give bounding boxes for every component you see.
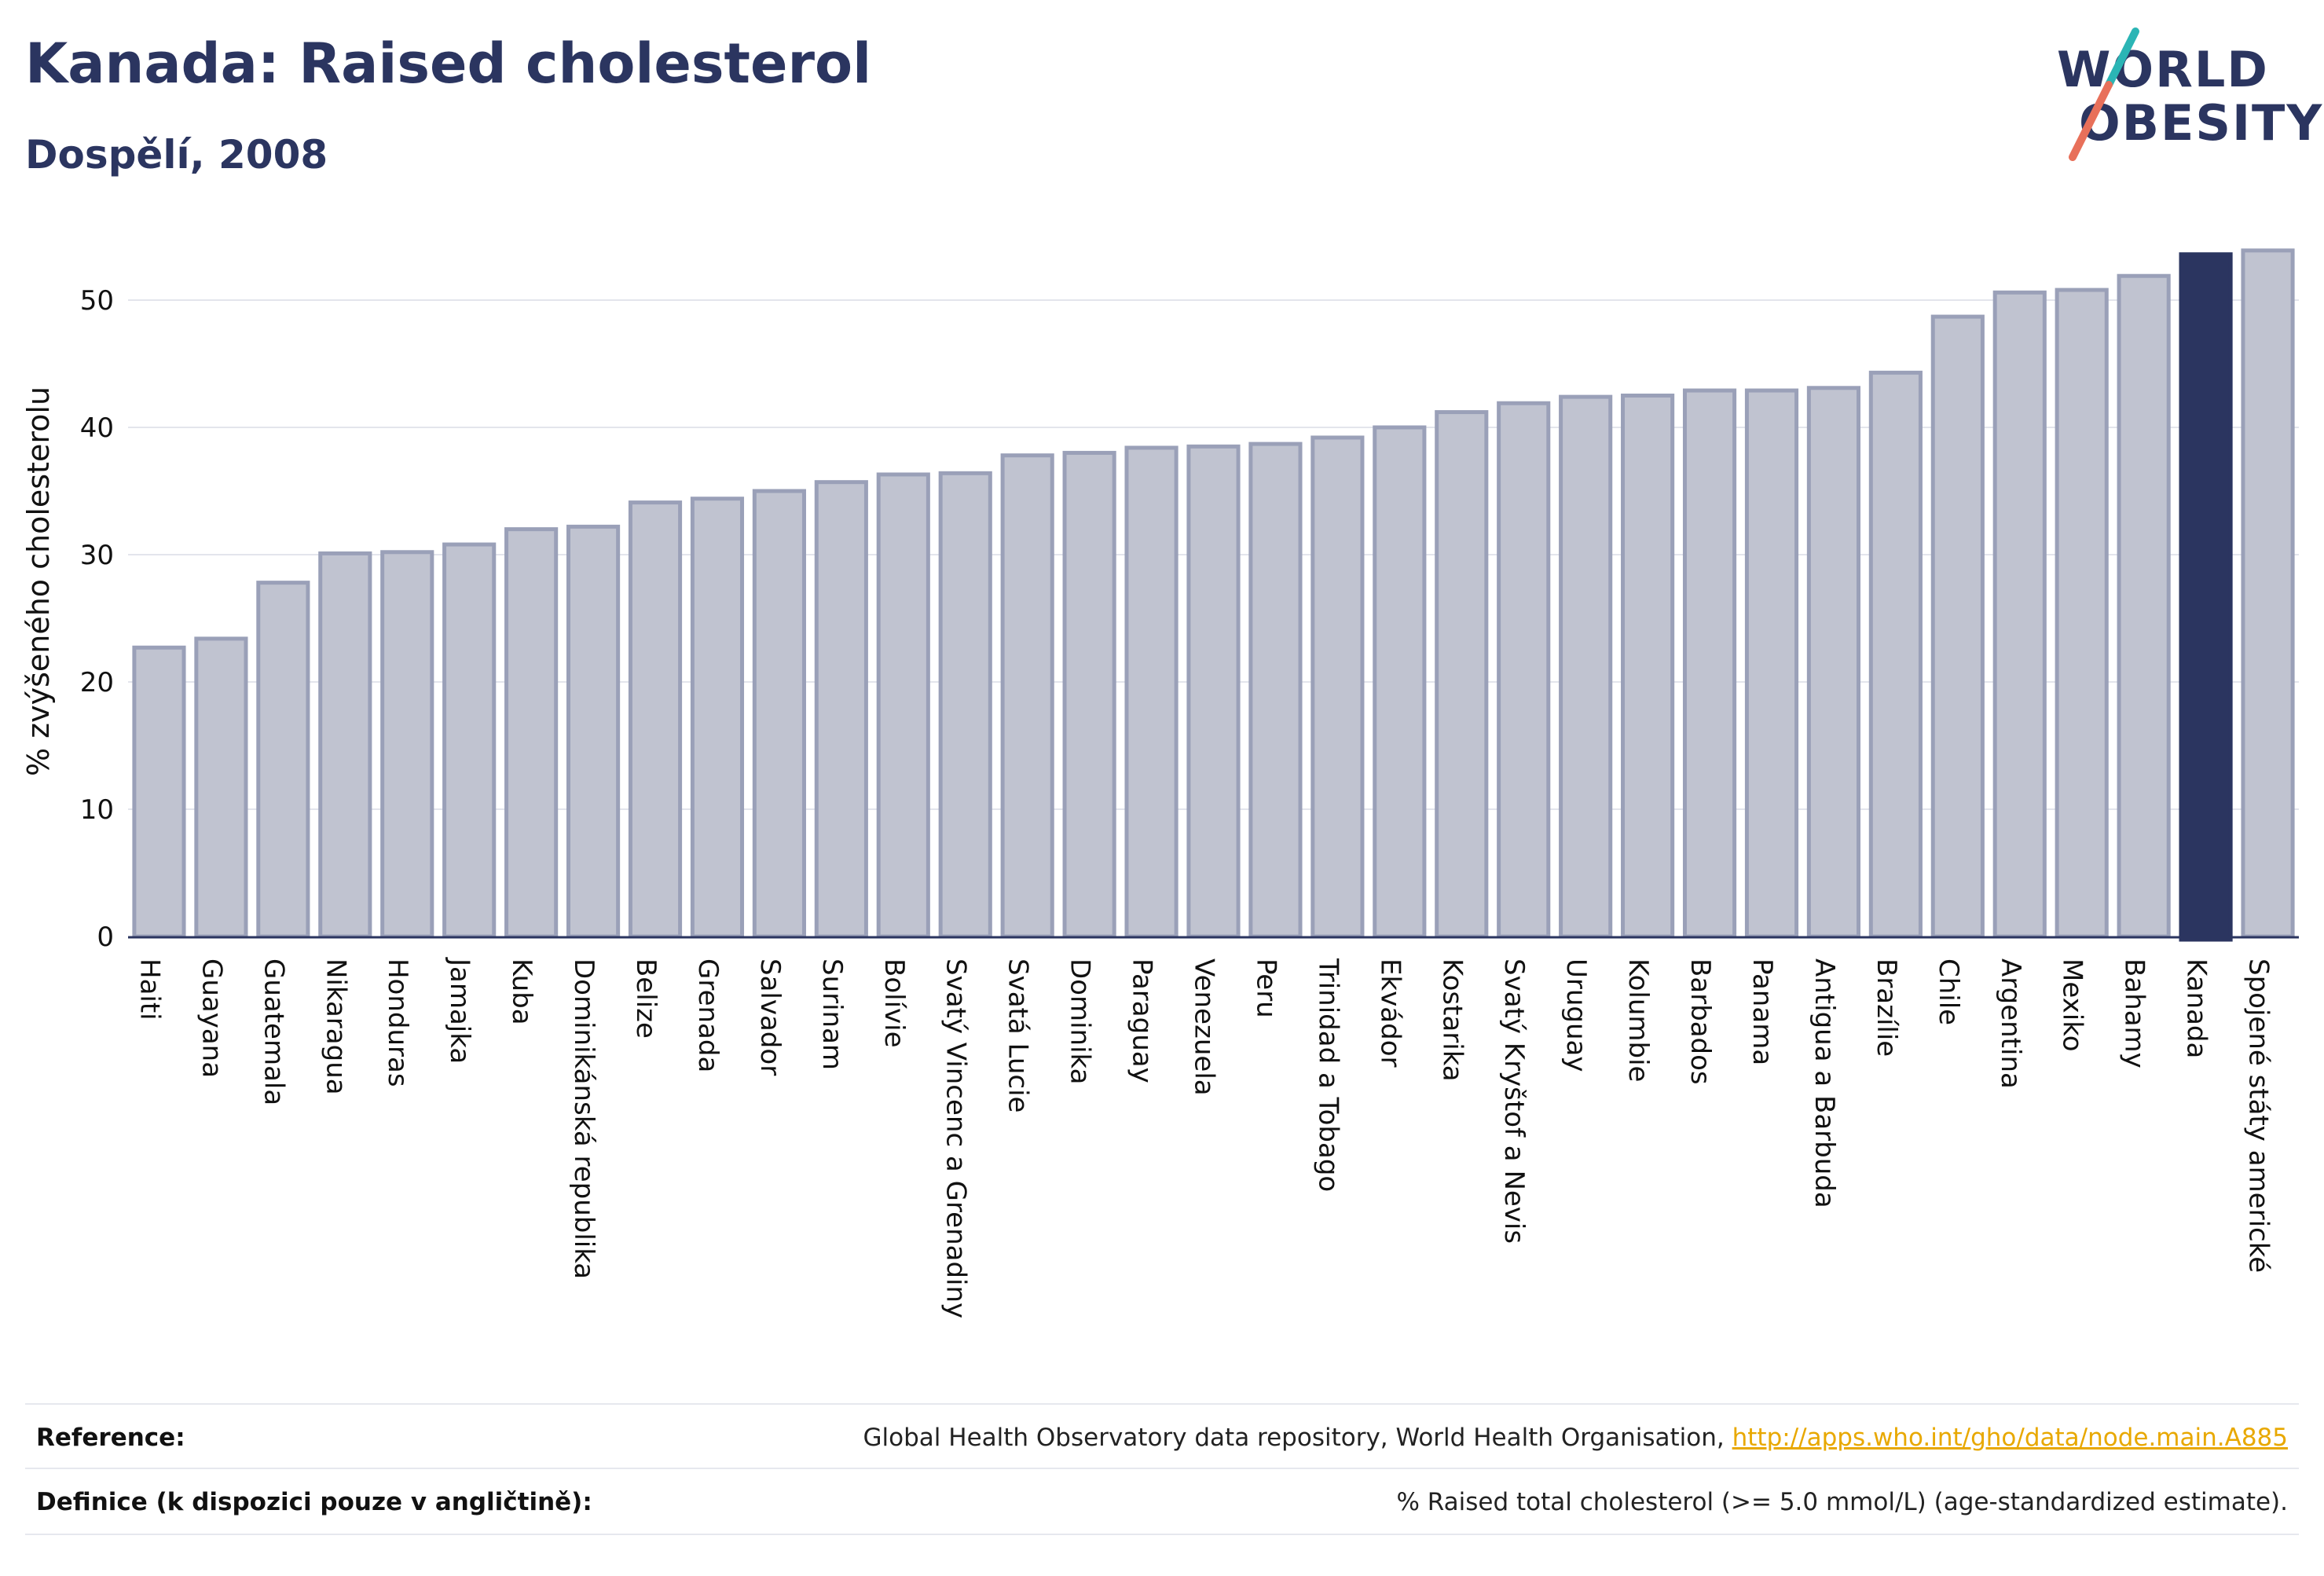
x-tick-label: Guayana xyxy=(196,958,227,1078)
bar[interactable] xyxy=(1062,450,1116,939)
chart-subtitle: Dospělí, 2008 xyxy=(25,132,328,178)
x-tick-label: Antigua a Barbuda xyxy=(1809,958,1840,1208)
bar[interactable] xyxy=(1310,435,1365,939)
bar[interactable] xyxy=(1806,386,1861,939)
x-tick-label: Chile xyxy=(1933,958,1964,1025)
x-tick-label: Ekvádor xyxy=(1374,958,1406,1068)
world-obesity-logo: WORLD OBESITY xyxy=(2051,24,2322,165)
x-tick-label: Haiti xyxy=(134,958,165,1021)
bar[interactable] xyxy=(1682,388,1737,939)
x-tick-label: Kuba xyxy=(506,958,537,1025)
definition-row: Definice (k dispozici pouze v angličtině… xyxy=(25,1468,2299,1532)
x-tick-label: Bolívie xyxy=(878,958,910,1048)
bar[interactable] xyxy=(504,527,559,939)
definition-label: Definice (k dispozici pouze v angličtině… xyxy=(36,1488,592,1516)
bar[interactable] xyxy=(1930,314,1985,939)
x-tick-label: Surinam xyxy=(816,958,848,1070)
bar[interactable] xyxy=(380,550,434,939)
logo-text-obesity: OBESITY xyxy=(2079,94,2324,152)
bar[interactable] xyxy=(1621,394,1675,939)
logo-slash-icon xyxy=(2069,27,2139,161)
x-tick-label: Honduras xyxy=(382,958,413,1087)
bar[interactable] xyxy=(1248,442,1303,939)
x-tick-label: Brazílie xyxy=(1871,958,1902,1057)
bar[interactable] xyxy=(194,636,248,939)
bar[interactable] xyxy=(814,480,868,939)
bar[interactable] xyxy=(1124,445,1178,939)
reference-link[interactable]: http://apps.who.int/gho/data/node.main.A… xyxy=(1732,1424,2288,1452)
bar[interactable] xyxy=(690,497,745,939)
reference-text: Global Health Observatory data repositor… xyxy=(863,1424,1732,1452)
bar[interactable] xyxy=(1373,425,1427,939)
bar[interactable] xyxy=(1992,290,2047,939)
y-axis-ticks: 0 10 20 30 40 50 xyxy=(80,285,114,953)
y-tick-label: 30 xyxy=(80,540,114,571)
x-tick-label: Barbados xyxy=(1684,958,1716,1085)
y-tick-label: 0 xyxy=(97,922,114,953)
x-tick-label: Svatá Lucie xyxy=(1003,958,1034,1112)
x-tick-label: Kanada xyxy=(2181,958,2212,1058)
y-tick-label: 10 xyxy=(80,794,114,826)
bar[interactable] xyxy=(1559,394,1613,939)
y-axis-label: % zvýšeného cholesterolu xyxy=(21,387,56,776)
logo-text-world: WORLD xyxy=(2057,41,2269,98)
bar[interactable] xyxy=(1744,388,1799,939)
x-tick-label: Guatemala xyxy=(258,958,289,1105)
x-tick-label: Kostarika xyxy=(1436,958,1468,1082)
bar[interactable] xyxy=(1186,444,1241,939)
x-tick-label: Mexiko xyxy=(2057,958,2088,1052)
x-tick-label: Salvador xyxy=(754,958,786,1076)
x-tick-label: Dominikánská republika xyxy=(568,958,599,1279)
x-tick-label: Trinidad a Tobago xyxy=(1312,958,1343,1192)
bar[interactable] xyxy=(752,489,806,939)
bar[interactable] xyxy=(1497,401,1551,939)
x-tick-label: Dominika xyxy=(1065,958,1096,1084)
bar[interactable] xyxy=(566,524,621,939)
x-tick-label: Svatý Kryštof a Nevis xyxy=(1498,958,1530,1244)
y-tick-label: 20 xyxy=(80,667,114,698)
y-tick-label: 40 xyxy=(80,412,114,444)
chart-title: Kanada: Raised cholesterol xyxy=(25,31,872,96)
bar[interactable] xyxy=(2055,288,2109,939)
x-tick-label: Svatý Vincenc a Grenadiny xyxy=(940,958,972,1318)
bar[interactable] xyxy=(938,471,992,939)
bar-highlighted[interactable] xyxy=(2179,252,2233,942)
x-tick-label: Nikaragua xyxy=(320,958,351,1095)
bar[interactable] xyxy=(1435,410,1489,939)
x-tick-label: Panama xyxy=(1747,958,1778,1065)
bar[interactable] xyxy=(1000,453,1054,939)
x-tick-label: Venezuela xyxy=(1189,958,1220,1096)
reference-label: Reference: xyxy=(36,1424,185,1452)
bar[interactable] xyxy=(876,472,930,939)
bar[interactable] xyxy=(318,551,372,939)
x-tick-label: Argentina xyxy=(1995,958,2026,1089)
x-tick-label: Bahamy xyxy=(2119,958,2150,1068)
x-tick-label: Jamajka xyxy=(444,957,475,1064)
bar[interactable] xyxy=(2241,248,2295,939)
reference-value: Global Health Observatory data repositor… xyxy=(863,1424,2288,1452)
definition-value: % Raised total cholesterol (>= 5.0 mmol/… xyxy=(1396,1488,2288,1516)
bar[interactable] xyxy=(256,581,310,939)
bar[interactable] xyxy=(628,500,683,939)
x-tick-label: Uruguay xyxy=(1560,958,1592,1072)
x-tick-label: Peru xyxy=(1250,958,1281,1018)
footer-divider xyxy=(25,1534,2299,1535)
x-tick-label: Spojené státy americké xyxy=(2243,958,2275,1273)
x-tick-label: Kolumbie xyxy=(1622,958,1654,1082)
y-tick-label: 50 xyxy=(80,285,114,317)
x-tick-label: Grenada xyxy=(692,958,724,1072)
reference-row: Reference: Global Health Observatory dat… xyxy=(25,1403,2299,1468)
bar[interactable] xyxy=(2117,273,2171,939)
bar-chart: 0 10 20 30 40 50 Haiti Guayana Guatemala Nikarag… xyxy=(21,248,2299,1318)
x-axis-labels: Haiti Guayana Guatemala Nikaragua Honduras Ja… xyxy=(134,957,2274,1318)
bar[interactable] xyxy=(442,542,497,939)
x-tick-label: Belize xyxy=(630,958,662,1039)
bar[interactable] xyxy=(1868,370,1923,939)
x-tick-label: Paraguay xyxy=(1127,958,1158,1083)
bar[interactable] xyxy=(132,645,186,939)
bars xyxy=(132,248,2295,942)
